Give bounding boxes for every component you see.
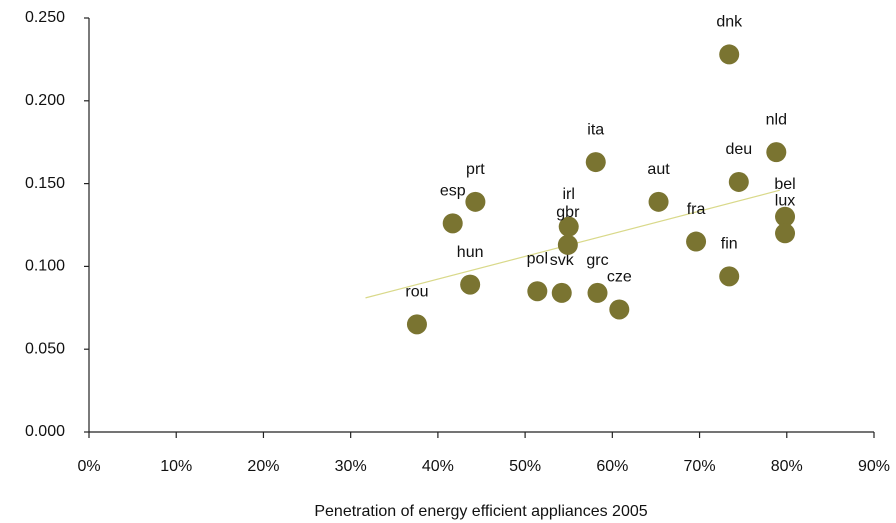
point-label: ita [587, 121, 604, 138]
point [557, 234, 578, 255]
y-tick-label: 0.150 [25, 175, 65, 192]
point [766, 142, 787, 163]
point-label: pol [527, 250, 548, 267]
x-tick-label: 30% [335, 458, 367, 475]
point [609, 299, 630, 320]
point-label: cze [607, 269, 632, 286]
point-label: deu [725, 141, 752, 158]
point-label: esp [440, 183, 466, 200]
point-label: svk [550, 252, 575, 269]
y-tick-label: 0.200 [25, 92, 65, 109]
y-tick-label: 0.050 [25, 340, 65, 357]
point [585, 152, 606, 173]
point [775, 206, 796, 227]
point [587, 282, 608, 303]
point [442, 213, 463, 234]
x-axis-title: Penetration of energy efficient applianc… [314, 503, 647, 520]
point [460, 274, 481, 295]
point [406, 314, 427, 335]
x-tick-label: 20% [247, 458, 279, 475]
point [465, 191, 486, 212]
point [551, 282, 572, 303]
point [719, 44, 740, 65]
point [558, 216, 579, 237]
point [775, 223, 796, 244]
x-tick-label: 10% [160, 458, 192, 475]
x-tick-label: 40% [422, 458, 454, 475]
point-label: dnk [716, 14, 743, 31]
point-label: rou [405, 284, 428, 301]
point-label: gbr [556, 204, 580, 221]
y-tick-label: 0.000 [25, 423, 65, 440]
x-tick-label: 60% [596, 458, 628, 475]
x-tick-label: 0% [77, 458, 100, 475]
y-tick-label: 0.250 [25, 9, 65, 26]
y-tick-label: 0.100 [25, 258, 65, 275]
x-tick-label: 70% [684, 458, 716, 475]
point [648, 191, 669, 212]
point-label: irl [563, 186, 575, 203]
point [527, 281, 548, 302]
point-label: bel [774, 176, 795, 193]
point [686, 231, 707, 252]
point-label: fin [721, 236, 738, 253]
point-label: prt [466, 161, 485, 178]
point [728, 171, 749, 192]
point-label: grc [586, 252, 608, 269]
point [719, 266, 740, 287]
x-tick-label: 90% [858, 458, 890, 475]
point-label: hun [457, 244, 484, 261]
point-label: fra [687, 201, 706, 218]
point-label: nld [766, 111, 787, 128]
point-label: aut [647, 161, 670, 178]
point-label: lux [775, 192, 795, 209]
x-tick-label: 50% [509, 458, 541, 475]
x-tick-label: 80% [771, 458, 803, 475]
